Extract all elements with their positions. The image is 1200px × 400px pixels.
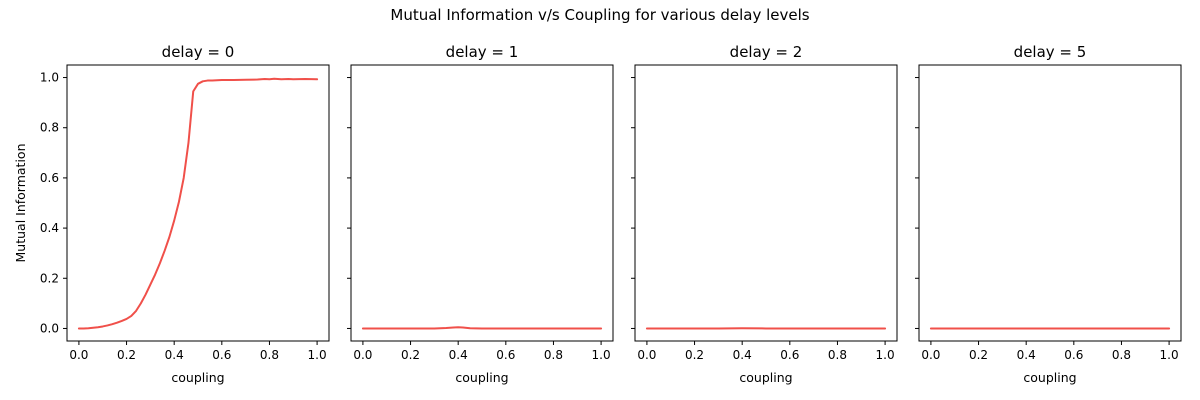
x-tick-label: 1.0 <box>308 348 327 362</box>
subplot-title: delay = 1 <box>446 43 519 61</box>
x-tick-label: 0.8 <box>544 348 563 362</box>
axes-frame <box>918 64 1182 342</box>
x-tick-label: 0.2 <box>969 348 988 362</box>
series-line <box>361 326 603 330</box>
y-axis-label: Mutual Information <box>13 144 28 263</box>
x-tick-label: 0.6 <box>780 348 799 362</box>
y-tick-label: 0.4 <box>40 221 59 235</box>
x-tick-label: 0.4 <box>449 348 468 362</box>
y-tick-label: 0.6 <box>40 171 59 185</box>
x-tick-label: 0.0 <box>353 348 372 362</box>
x-tick-label: 0.2 <box>685 348 704 362</box>
x-tick-label: 0.8 <box>260 348 279 362</box>
x-tick-label: 0.0 <box>637 348 656 362</box>
x-tick-label: 0.4 <box>1017 348 1036 362</box>
x-tick-label: 0.6 <box>212 348 231 362</box>
axes-frame <box>634 64 898 342</box>
x-tick-label: 1.0 <box>876 348 895 362</box>
x-tick-label: 0.4 <box>165 348 184 362</box>
x-tick-label: 0.8 <box>828 348 847 362</box>
subplot-title: delay = 5 <box>1014 43 1087 61</box>
panels: delay = 0 0.0 0.2 0.4 0.6 0.8 1.0 0.0 0.2 0.4 0.6 0… <box>40 43 1182 385</box>
x-tick-label: 0.4 <box>733 348 752 362</box>
figure-title: Mutual Information v/s Coupling for vari… <box>390 6 809 24</box>
x-axis-label: coupling <box>455 370 508 385</box>
x-tick-label: 0.0 <box>921 348 940 362</box>
x-axis-label: coupling <box>1023 370 1076 385</box>
x-tick-label: 0.2 <box>117 348 136 362</box>
subplot-3: delay = 5 0.0 0.2 0.4 0.6 0.8 1.0 coupling <box>915 43 1182 385</box>
x-tick-label: 0.6 <box>496 348 515 362</box>
subplot-2: delay = 2 0.0 0.2 0.4 0.6 0.8 1.0 coupling <box>631 43 898 385</box>
y-tick-label: 0.8 <box>40 121 59 135</box>
x-axis-label: coupling <box>739 370 792 385</box>
subplot-title: delay = 0 <box>162 43 235 61</box>
axes-frame <box>66 64 330 342</box>
y-tick-label: 0.2 <box>40 271 59 285</box>
subplot-0: delay = 0 0.0 0.2 0.4 0.6 0.8 1.0 0.0 0.2 0.4 0.6 0… <box>40 43 330 385</box>
x-tick-label: 1.0 <box>1160 348 1179 362</box>
x-tick-label: 0.0 <box>69 348 88 362</box>
subplot-title: delay = 2 <box>730 43 803 61</box>
x-tick-label: 0.8 <box>1112 348 1131 362</box>
series-line <box>77 77 319 330</box>
y-tick-label: 0.0 <box>40 321 59 335</box>
x-tick-label: 0.2 <box>401 348 420 362</box>
y-tick-label: 1.0 <box>40 71 59 85</box>
x-axis-label: coupling <box>171 370 224 385</box>
subplot-1: delay = 1 0.0 0.2 0.4 0.6 0.8 1.0 coupling <box>347 43 614 385</box>
axes-frame <box>350 64 614 342</box>
x-tick-label: 0.6 <box>1064 348 1083 362</box>
x-tick-label: 1.0 <box>592 348 611 362</box>
